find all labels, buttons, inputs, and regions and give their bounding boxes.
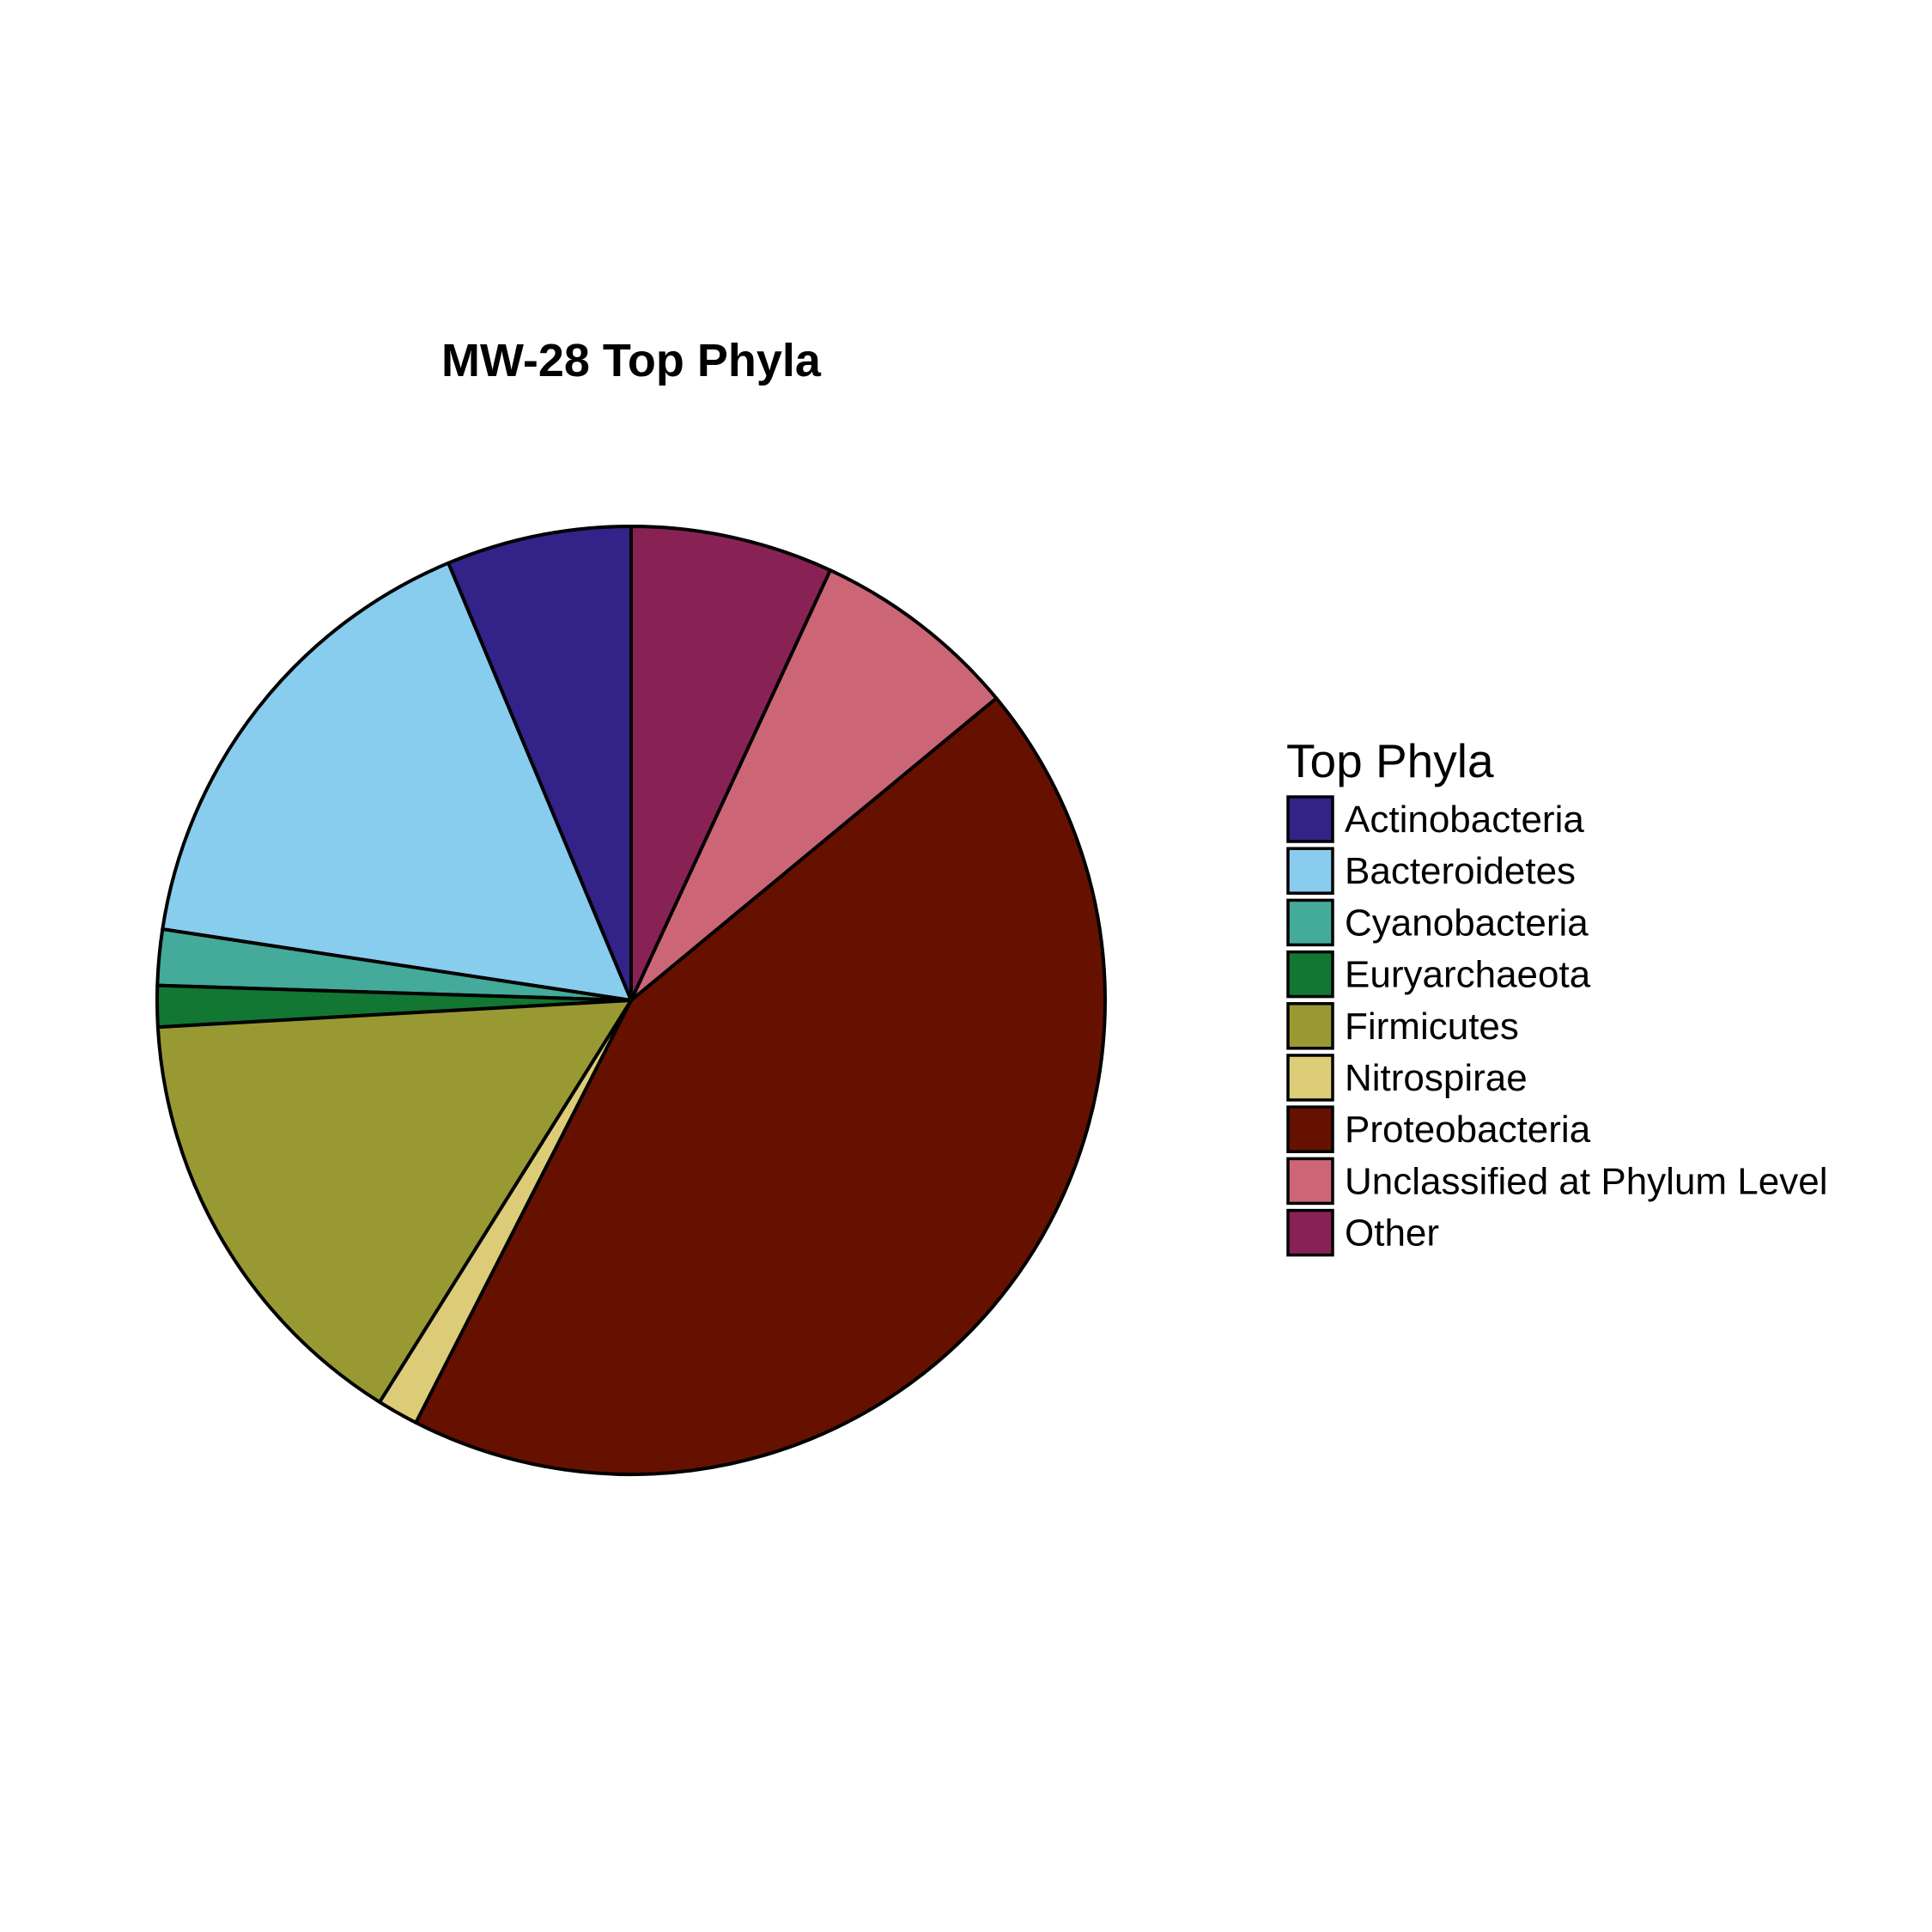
legend-swatch xyxy=(1286,1208,1334,1257)
legend-swatch xyxy=(1286,1157,1334,1206)
legend-swatch xyxy=(1286,1105,1334,1153)
pie-slice-unclassified-at-phylum-level xyxy=(629,568,999,1002)
pie-slice-proteobacteria xyxy=(414,696,1107,1476)
legend: Top Phyla Actinobacteria Bacteroidetes Cya… xyxy=(1286,734,1827,1257)
pie-slices xyxy=(155,525,1107,1476)
legend-label: Actinobacteria xyxy=(1345,799,1584,841)
pie-slice-firmicutes xyxy=(155,999,633,1404)
legend-swatch xyxy=(1286,1002,1334,1050)
chart-title: MW-28 Top Phyla xyxy=(441,335,822,386)
legend-label: Other xyxy=(1345,1212,1439,1255)
legend-label: Nitrospirae xyxy=(1345,1057,1528,1099)
legend-swatch xyxy=(1286,847,1334,895)
legend-label: Proteobacteria xyxy=(1345,1109,1591,1151)
legend-title: Top Phyla xyxy=(1286,734,1494,787)
legend-swatch xyxy=(1286,795,1334,843)
pie-slice-other xyxy=(629,525,832,1002)
legend-swatch xyxy=(1286,1054,1334,1102)
legend-label: Unclassified at Phylum Level xyxy=(1345,1160,1827,1202)
legend-swatch xyxy=(1286,950,1334,999)
legend-label: Euryarchaeota xyxy=(1345,954,1591,996)
legend-label: Firmicutes xyxy=(1345,1005,1519,1048)
legend-swatch xyxy=(1286,898,1334,947)
legend-label: Cyanobacteria xyxy=(1345,902,1589,944)
legend-label: Bacteroidetes xyxy=(1345,850,1576,892)
pie-slice-actinobacteria xyxy=(447,525,633,1002)
pie-slice-bacteroidetes xyxy=(161,561,633,1002)
